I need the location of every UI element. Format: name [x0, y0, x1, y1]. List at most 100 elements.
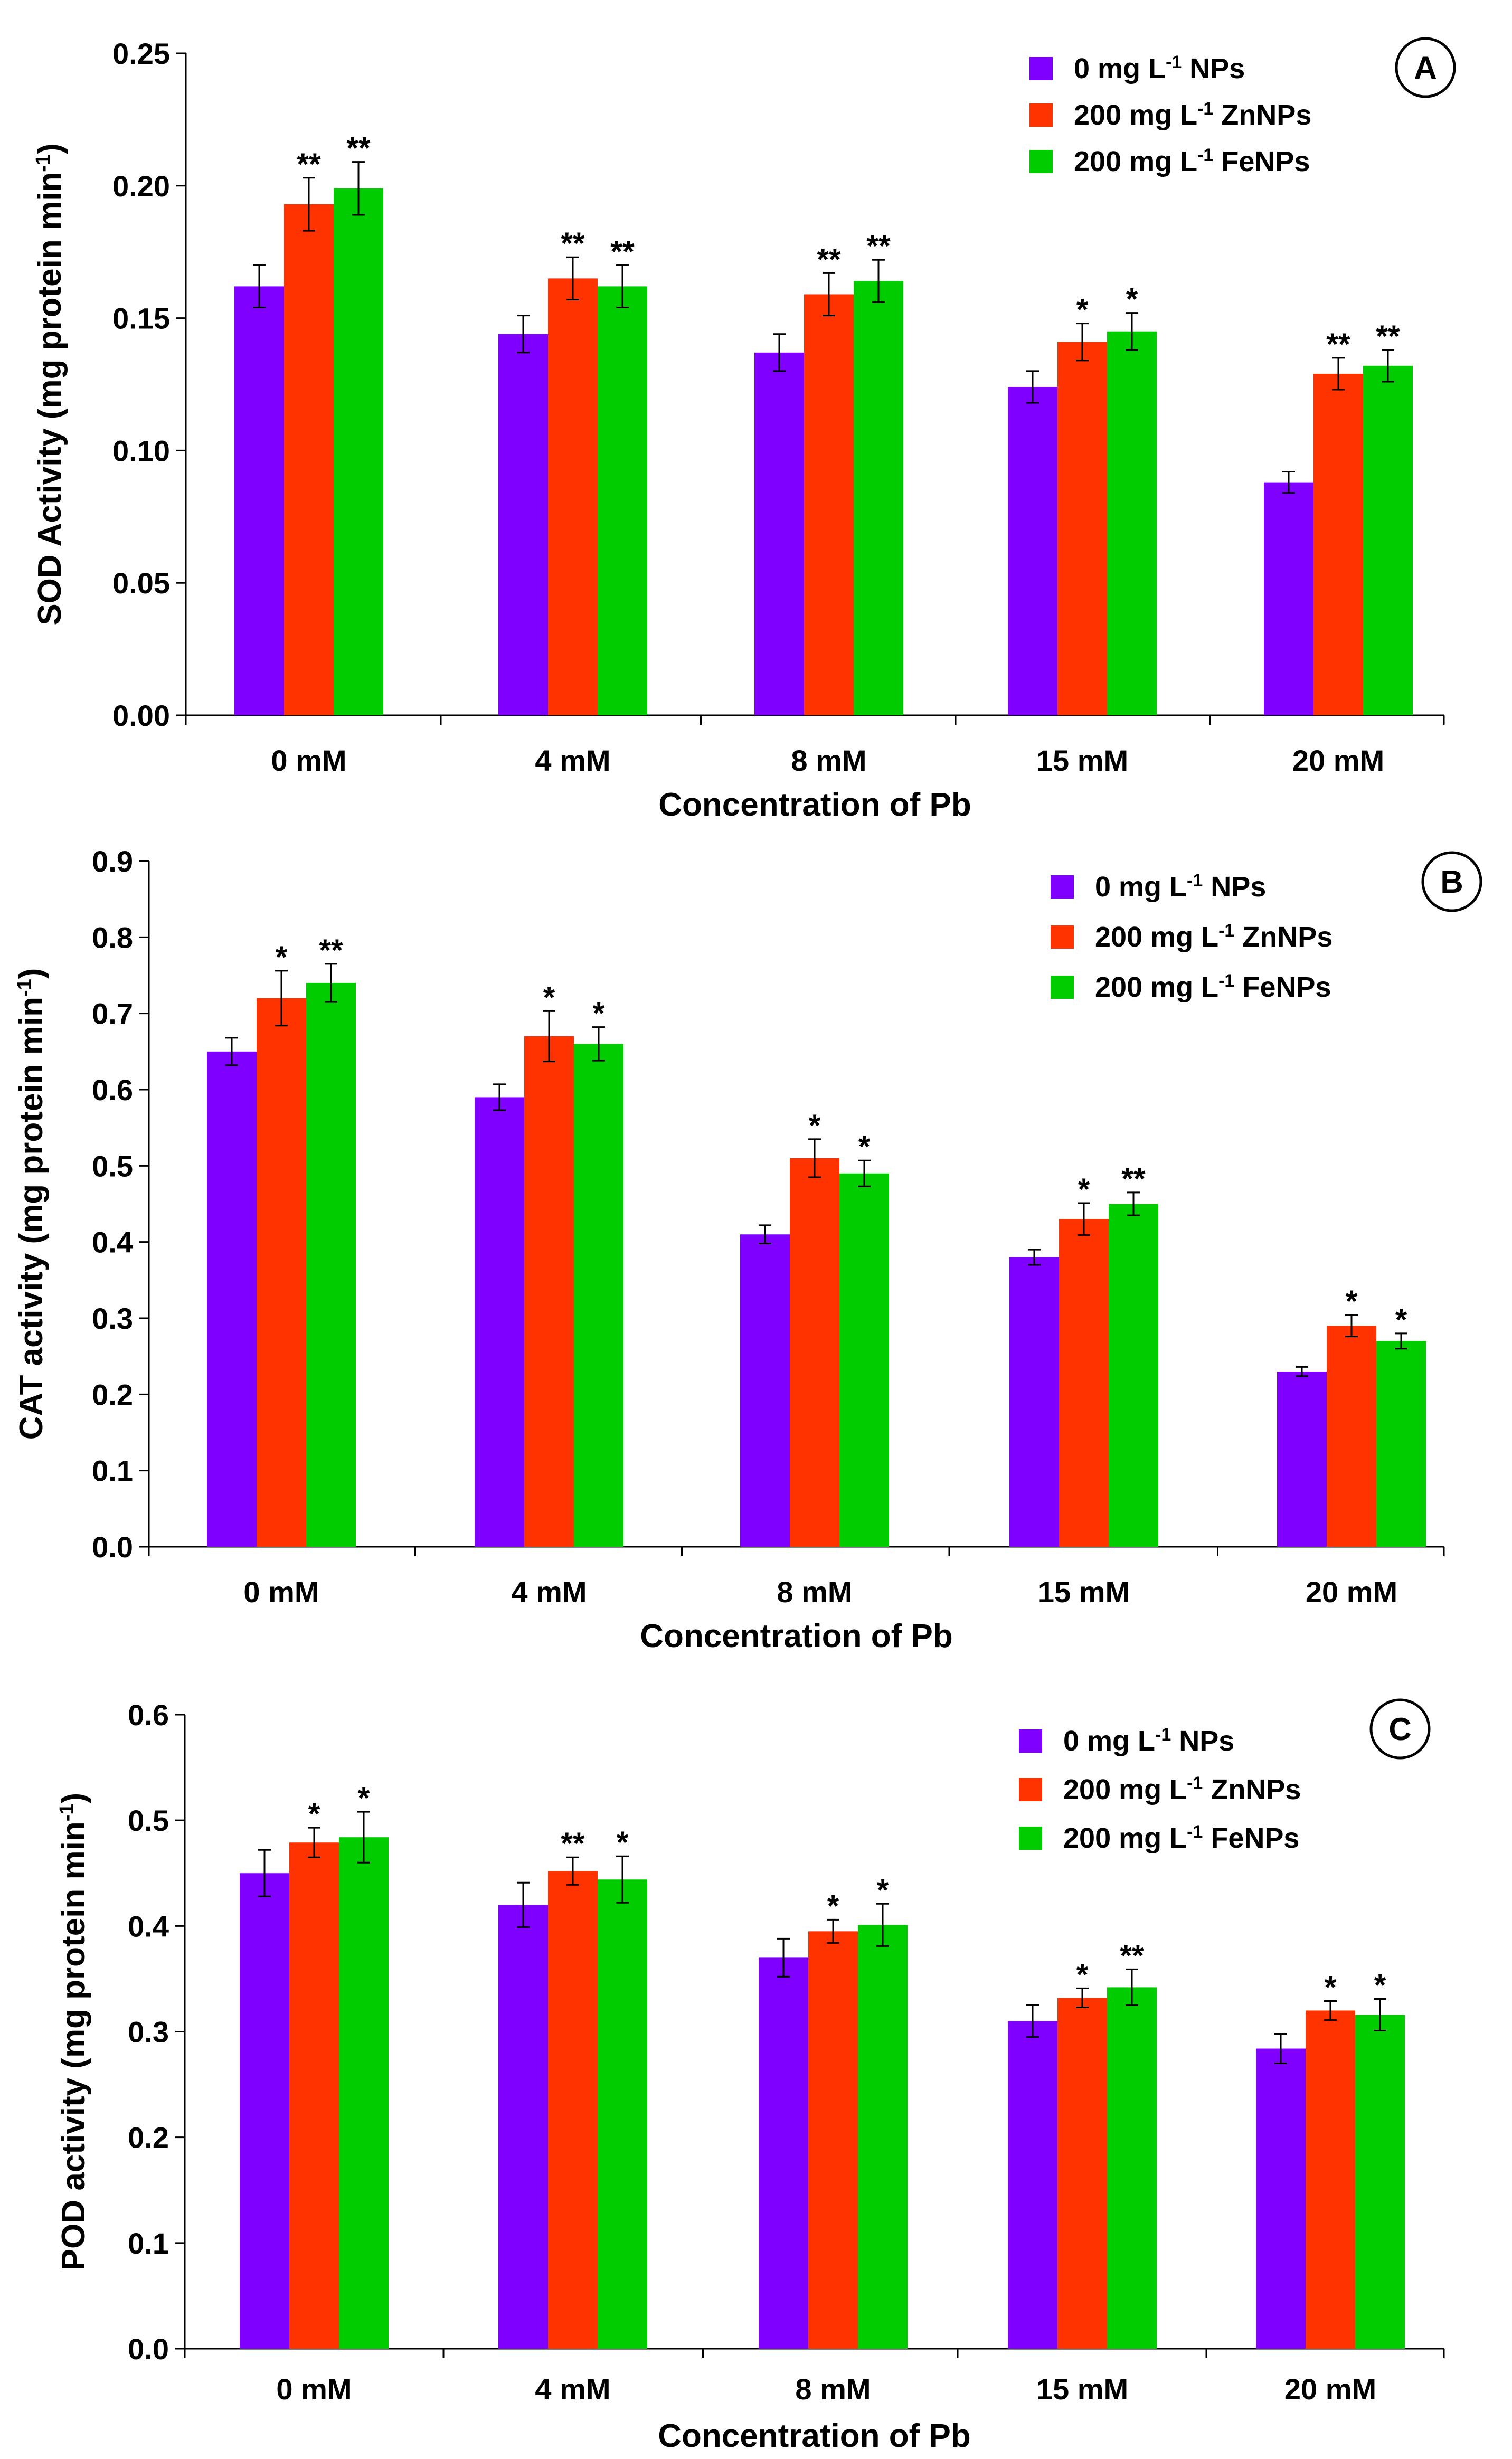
panel-b-bar	[257, 998, 306, 1547]
panel-c-bar	[1057, 1998, 1107, 2349]
panel-a-bar	[754, 352, 804, 715]
panel-a-badge	[1395, 37, 1456, 98]
panel-a-bar	[1264, 482, 1313, 715]
panel-b-significance-mark: *	[858, 1130, 871, 1164]
panel-c-x-tick-label: 8 mM	[795, 2372, 871, 2406]
panel-a-bar	[1057, 342, 1107, 715]
panel-a-bar	[804, 294, 854, 715]
panel-a-bar	[1008, 387, 1057, 715]
panel-a-significance-mark: **	[1376, 319, 1400, 354]
panel-c-bar	[1008, 2021, 1057, 2349]
panel-a-legend-swatch	[1029, 57, 1053, 80]
panel-c-legend-label: 0 mg L-1 NPs	[1063, 1725, 1234, 1757]
panel-a-legend-label: 200 mg L-1 FeNPs	[1074, 145, 1310, 177]
panel-b-bar	[1376, 1341, 1426, 1547]
panel-c-bar	[808, 1931, 858, 2349]
panel-a-significance-mark: **	[866, 229, 891, 263]
panel-b-y-tick-label: 0.1	[92, 1454, 133, 1488]
panel-a-significance-mark: **	[297, 147, 321, 182]
panel-a-bar	[548, 278, 598, 715]
panel-b-x-tick-label: 20 mM	[1306, 1575, 1397, 1609]
panel-b-x-axis-title: Concentration of Pb	[640, 1618, 952, 1654]
panel-c-legend-label: 200 mg L-1 FeNPs	[1063, 1822, 1299, 1854]
panel-c-bar	[598, 1879, 647, 2349]
panel-b-x-tick-label: 8 mM	[777, 1575, 852, 1609]
panel-c-bar	[1107, 1987, 1157, 2349]
panel-b-y-tick-label: 0.4	[92, 1226, 133, 1259]
panel-b-legend-swatch	[1051, 875, 1074, 899]
panel-a-significance-mark: **	[1326, 327, 1350, 362]
panel-b-badge-letter: B	[1440, 864, 1463, 900]
panel-b-significance-mark: *	[809, 1109, 821, 1143]
panel-a-x-axis-title: Concentration of Pb	[658, 787, 971, 823]
panel-a-x-tick-label: 20 mM	[1292, 744, 1384, 777]
panel-a-x-tick-label: 4 mM	[535, 744, 610, 777]
panel-c-bar	[1355, 2015, 1405, 2349]
panel-c-legend-swatch	[1019, 1778, 1042, 1801]
panel-b-y-tick-label: 0.9	[92, 845, 133, 878]
panel-b-legend-label: 200 mg L-1 ZnNPs	[1095, 921, 1333, 953]
panel-b-y-tick-label: 0.3	[92, 1302, 133, 1335]
panel-a-significance-mark: **	[817, 242, 841, 277]
panel-b-significance-mark: **	[319, 933, 343, 968]
panel-a-significance-mark: *	[1126, 282, 1138, 317]
panel-b-legend-label: 0 mg L-1 NPs	[1095, 871, 1266, 903]
panel-b-significance-mark: *	[1078, 1172, 1090, 1207]
panel-c-legend-label: 200 mg L-1 ZnNPs	[1063, 1773, 1301, 1805]
panel-c-y-tick-label: 0.1	[128, 2227, 169, 2260]
panel-c-x-tick-label: 4 mM	[535, 2372, 610, 2406]
panel-b-bar	[1009, 1257, 1059, 1547]
panel-c-significance-mark: *	[877, 1873, 889, 1907]
panel-a-bar	[598, 286, 647, 715]
panel-b-legend-label: 200 mg L-1 FeNPs	[1095, 971, 1331, 1003]
panel-a-legend-label: 200 mg L-1 ZnNPs	[1074, 99, 1311, 131]
panel-a-significance-mark: **	[610, 234, 635, 269]
panel-a-y-tick-label: 0.20	[112, 169, 170, 203]
panel-c-bar	[240, 1873, 289, 2349]
panel-c-significance-mark: *	[827, 1889, 839, 1923]
panel-a-bar	[284, 204, 334, 715]
panel-a-y-tick-label: 0.25	[112, 37, 170, 70]
panel-a-x-tick-label: 0 mM	[271, 744, 346, 777]
panel-b-bar	[475, 1097, 524, 1547]
panel-c-x-tick-label: 0 mM	[276, 2372, 352, 2406]
panel-b-bar	[574, 1044, 623, 1547]
panel-a-badge-letter: A	[1414, 50, 1437, 86]
panel-b-bar	[524, 1036, 574, 1547]
panel-b-bar	[790, 1158, 839, 1547]
panel-c-bar	[1256, 2048, 1306, 2349]
panel-c-bar	[1306, 2010, 1355, 2349]
panel-c-legend-swatch	[1019, 1729, 1042, 1753]
panel-c-y-tick-label: 0.2	[128, 2121, 169, 2154]
panel-c-significance-mark: **	[1120, 1938, 1144, 1973]
panel-c-bar	[339, 1837, 389, 2349]
panel-b-significance-mark: **	[1121, 1162, 1146, 1196]
panel-c-y-tick-label: 0.0	[128, 2332, 169, 2366]
panel-a-legend-label: 0 mg L-1 NPs	[1074, 52, 1245, 84]
panel-c-x-tick-label: 15 mM	[1036, 2372, 1128, 2406]
panel-a-significance-mark: *	[1076, 293, 1089, 327]
panel-a-bar	[334, 188, 383, 715]
panel-a-x-tick-label: 15 mM	[1036, 744, 1128, 777]
panel-c-bar	[498, 1905, 548, 2349]
panel-a-y-tick-label: 0.05	[112, 566, 170, 600]
panel-a-bar	[854, 281, 903, 715]
panel-a-bar	[234, 286, 284, 715]
panel-c-significance-mark: **	[561, 1827, 585, 1861]
panel-a-y-axis-title: SOD Activity (mg protein min-1)	[32, 143, 68, 625]
panel-b-x-tick-label: 4 mM	[511, 1575, 587, 1609]
panel-b-legend-swatch	[1051, 976, 1074, 999]
panel-c-badge-letter: C	[1388, 1711, 1411, 1747]
panel-a-y-tick-label: 0.10	[112, 434, 170, 467]
panel-b-bar	[740, 1234, 790, 1547]
panel-a-significance-mark: **	[561, 226, 585, 261]
panel-a-significance-mark: **	[346, 131, 371, 166]
panel-b-badge	[1421, 851, 1482, 912]
panel-c-legend-swatch	[1019, 1827, 1042, 1850]
panel-c-significance-mark: *	[617, 1826, 629, 1860]
panel-a-y-tick-label: 0.15	[112, 302, 170, 335]
panel-b-bar	[1109, 1204, 1158, 1547]
panel-b-bar	[839, 1173, 889, 1547]
